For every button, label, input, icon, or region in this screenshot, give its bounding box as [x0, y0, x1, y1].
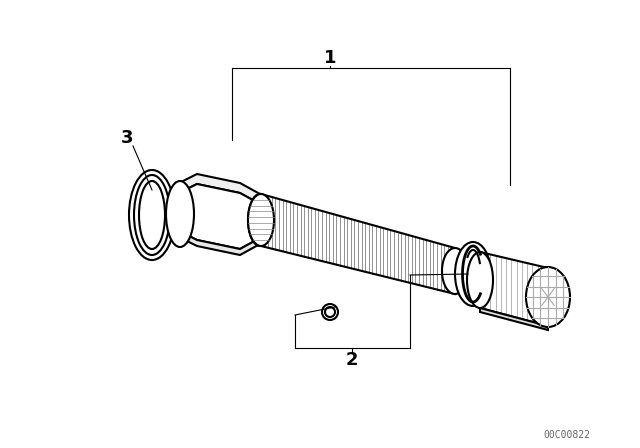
Ellipse shape	[325, 307, 335, 317]
Polygon shape	[261, 194, 455, 294]
Text: 00C00822: 00C00822	[543, 430, 590, 440]
Polygon shape	[175, 229, 260, 255]
Ellipse shape	[455, 242, 491, 306]
Ellipse shape	[134, 175, 170, 255]
Ellipse shape	[442, 248, 468, 294]
Polygon shape	[480, 252, 548, 326]
Polygon shape	[480, 308, 548, 330]
Ellipse shape	[139, 181, 165, 249]
Ellipse shape	[129, 170, 175, 260]
Ellipse shape	[467, 252, 493, 308]
Polygon shape	[175, 184, 260, 249]
Ellipse shape	[248, 194, 274, 246]
Ellipse shape	[526, 267, 570, 327]
Ellipse shape	[166, 181, 194, 247]
Text: 3: 3	[121, 129, 133, 147]
Polygon shape	[175, 174, 260, 204]
Text: 1: 1	[324, 49, 336, 67]
Ellipse shape	[248, 194, 272, 246]
Ellipse shape	[322, 304, 338, 320]
Text: 2: 2	[346, 351, 358, 369]
